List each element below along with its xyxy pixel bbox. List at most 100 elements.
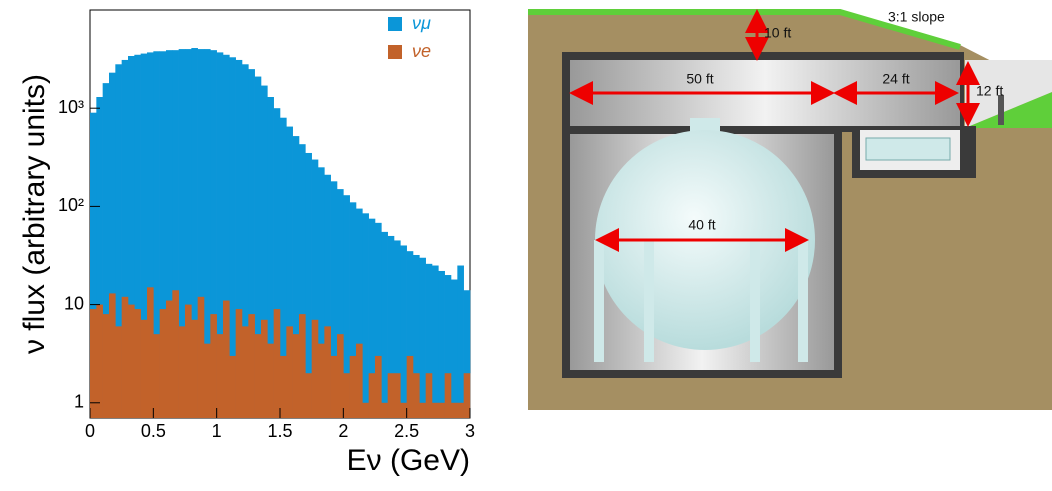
bar bbox=[324, 326, 331, 418]
bar bbox=[394, 240, 401, 418]
bar bbox=[324, 174, 331, 418]
bar bbox=[223, 54, 230, 418]
bar bbox=[349, 355, 357, 418]
label: 24 ft bbox=[882, 71, 909, 87]
bar bbox=[178, 326, 186, 418]
bar bbox=[444, 275, 452, 418]
bar bbox=[273, 108, 281, 418]
bar bbox=[330, 181, 338, 418]
bar bbox=[147, 287, 154, 418]
bar bbox=[299, 314, 306, 418]
legend-swatch bbox=[388, 17, 402, 31]
bar bbox=[387, 235, 395, 418]
bar bbox=[159, 309, 167, 418]
bar bbox=[134, 309, 141, 418]
leg bbox=[594, 240, 604, 362]
bar bbox=[311, 159, 319, 418]
cut bbox=[965, 60, 1052, 128]
bar bbox=[210, 50, 217, 418]
label: 3:1 slope bbox=[888, 9, 945, 25]
bar bbox=[134, 54, 141, 418]
bar bbox=[381, 402, 388, 418]
bar bbox=[261, 319, 268, 418]
bar bbox=[147, 52, 154, 419]
bar bbox=[362, 213, 369, 418]
bar bbox=[438, 270, 445, 418]
x-tick-label: 3 bbox=[465, 421, 475, 441]
bar bbox=[387, 373, 395, 418]
bar bbox=[153, 334, 160, 418]
bar bbox=[463, 373, 471, 418]
bar bbox=[406, 251, 414, 418]
bar bbox=[159, 51, 167, 418]
bar bbox=[248, 314, 255, 418]
bar bbox=[299, 144, 306, 419]
bar bbox=[128, 304, 135, 418]
label: 10 ft bbox=[764, 25, 791, 41]
bar bbox=[318, 167, 325, 418]
bar bbox=[368, 218, 376, 418]
bar bbox=[197, 49, 205, 418]
bar bbox=[444, 373, 452, 418]
label: 12 ft bbox=[976, 83, 1003, 99]
bar bbox=[451, 402, 458, 418]
leg bbox=[644, 240, 654, 362]
bar bbox=[204, 49, 211, 418]
bar bbox=[311, 319, 319, 418]
bar bbox=[254, 334, 262, 418]
bar bbox=[191, 319, 198, 418]
bar bbox=[432, 402, 439, 418]
bar bbox=[248, 69, 255, 419]
bar bbox=[102, 314, 110, 418]
bar bbox=[210, 314, 217, 418]
bar bbox=[109, 72, 116, 419]
bar bbox=[242, 64, 249, 418]
bar bbox=[90, 309, 97, 418]
x-tick-label: 2 bbox=[338, 421, 348, 441]
bar bbox=[254, 76, 262, 418]
bar bbox=[375, 355, 382, 418]
y-tick-label: 1 bbox=[74, 392, 84, 412]
bar bbox=[90, 112, 97, 418]
x-tick-label: 2.5 bbox=[394, 421, 419, 441]
bar bbox=[343, 373, 350, 418]
legend-label: νμ bbox=[412, 13, 431, 33]
bar bbox=[425, 263, 433, 418]
bar bbox=[292, 334, 300, 418]
bar bbox=[406, 355, 414, 418]
y-tick-label: 10³ bbox=[58, 97, 84, 117]
bar bbox=[229, 57, 236, 419]
legend-swatch bbox=[388, 45, 402, 59]
bar bbox=[356, 343, 363, 418]
bar bbox=[223, 300, 230, 418]
bar bbox=[172, 290, 179, 418]
bar bbox=[451, 279, 458, 418]
bar bbox=[375, 222, 382, 418]
bar bbox=[343, 195, 350, 418]
bar bbox=[185, 49, 192, 418]
bar bbox=[166, 300, 173, 418]
bar bbox=[242, 326, 249, 418]
person bbox=[998, 95, 1004, 125]
bar bbox=[267, 343, 274, 418]
bar bbox=[273, 309, 281, 418]
bar bbox=[229, 355, 236, 418]
bar bbox=[432, 265, 439, 418]
bar bbox=[356, 208, 363, 418]
bar bbox=[102, 83, 110, 419]
legend-label: νe bbox=[412, 41, 431, 61]
y-tick-label: 10 bbox=[64, 293, 84, 313]
bar bbox=[121, 59, 129, 418]
bar bbox=[381, 231, 388, 418]
bar bbox=[96, 97, 103, 419]
bar bbox=[172, 50, 179, 418]
bar bbox=[292, 136, 300, 418]
bar bbox=[140, 53, 148, 418]
bar bbox=[140, 319, 148, 418]
x-axis-title: Eν (GeV) bbox=[347, 444, 470, 477]
histogram: 1 10 10² 10³ 0 0.5 1 1.5 2 2.5 3 νμ νe bbox=[58, 13, 475, 441]
bar bbox=[115, 326, 122, 418]
bar bbox=[286, 326, 293, 418]
bar bbox=[463, 290, 471, 418]
